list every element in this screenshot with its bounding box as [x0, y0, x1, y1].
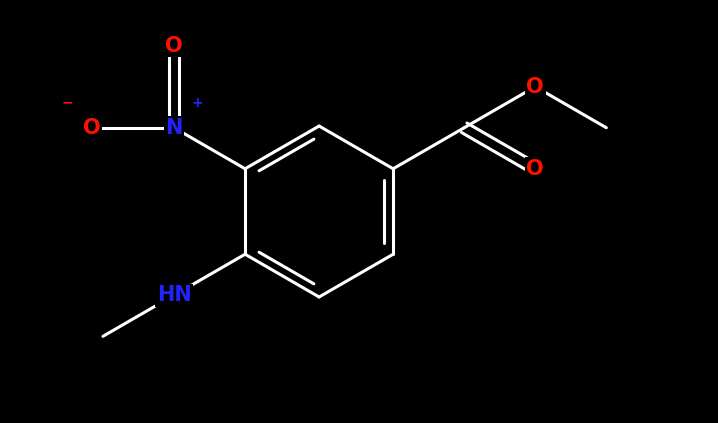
Text: O: O: [526, 159, 544, 179]
Text: O: O: [165, 36, 183, 56]
Text: O: O: [83, 118, 101, 138]
Text: +: +: [191, 96, 202, 110]
Text: N: N: [165, 118, 182, 138]
Text: HN: HN: [157, 285, 192, 305]
Text: −: −: [61, 96, 73, 110]
Text: O: O: [526, 77, 544, 97]
